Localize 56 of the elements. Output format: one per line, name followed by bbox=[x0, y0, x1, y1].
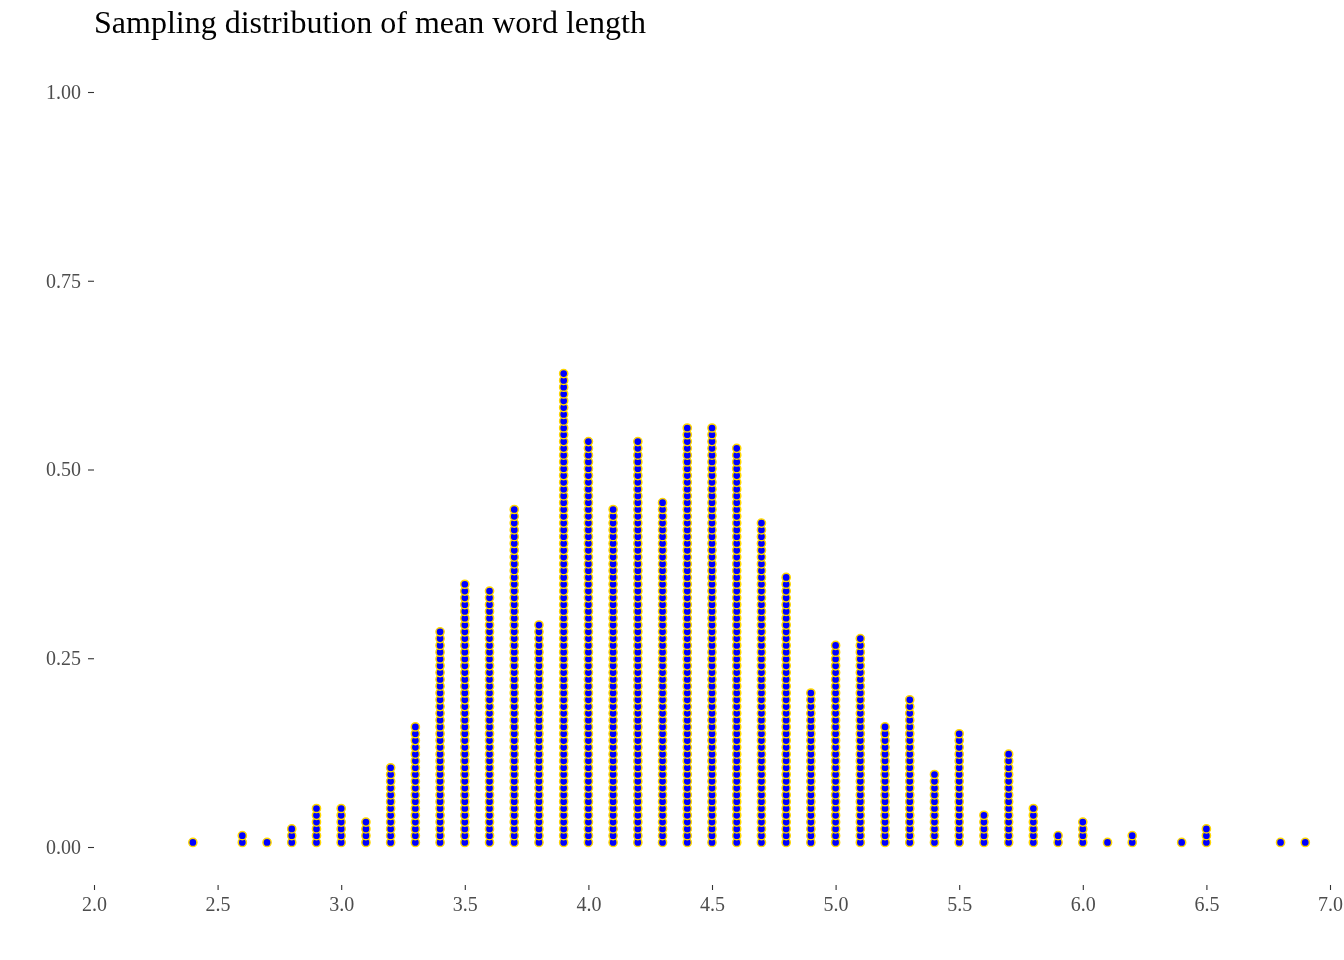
x-tick-label: 4.5 bbox=[700, 893, 725, 916]
x-tick-label: 5.0 bbox=[823, 893, 849, 916]
point bbox=[1127, 830, 1138, 841]
point bbox=[632, 436, 643, 447]
point bbox=[286, 824, 297, 834]
point bbox=[781, 572, 792, 583]
point bbox=[1176, 837, 1187, 848]
point bbox=[336, 803, 347, 814]
x-tick-label: 3.5 bbox=[452, 893, 478, 916]
point bbox=[1003, 749, 1014, 759]
point bbox=[410, 722, 421, 732]
point bbox=[929, 769, 940, 780]
point bbox=[731, 443, 742, 454]
point bbox=[188, 837, 198, 848]
point bbox=[1102, 837, 1113, 848]
point bbox=[237, 830, 248, 841]
point bbox=[904, 694, 915, 705]
point bbox=[484, 586, 495, 596]
point bbox=[855, 633, 866, 644]
point bbox=[880, 722, 890, 732]
x-tick-label: 6.5 bbox=[1194, 893, 1220, 916]
point bbox=[608, 504, 618, 515]
point bbox=[459, 579, 470, 590]
y-tick-label: 0.25 bbox=[46, 647, 81, 670]
point bbox=[385, 762, 396, 773]
point bbox=[756, 518, 767, 528]
point bbox=[657, 497, 668, 508]
x-tick-label: 2.5 bbox=[205, 893, 231, 916]
point bbox=[509, 504, 520, 515]
point bbox=[1077, 817, 1088, 827]
y-tick-label: 1.00 bbox=[46, 80, 81, 103]
chart-title: Sampling distribution of mean word length bbox=[94, 4, 646, 40]
point bbox=[361, 817, 371, 827]
x-tick-label: 3.0 bbox=[329, 893, 355, 916]
x-tick-label: 7.0 bbox=[1318, 893, 1343, 916]
point bbox=[1028, 803, 1039, 814]
y-tick-label: 0.75 bbox=[46, 269, 81, 292]
point bbox=[1300, 837, 1311, 848]
point bbox=[435, 626, 445, 637]
point bbox=[1053, 830, 1063, 841]
y-tick-label: 0.50 bbox=[46, 458, 81, 481]
point bbox=[583, 436, 594, 447]
point bbox=[954, 728, 965, 739]
point bbox=[1201, 824, 1212, 834]
x-tick-label: 5.5 bbox=[947, 893, 973, 916]
point bbox=[830, 640, 841, 651]
point bbox=[311, 803, 322, 814]
point bbox=[1275, 837, 1286, 848]
x-tick-label: 2.0 bbox=[82, 893, 107, 916]
point bbox=[806, 688, 816, 698]
y-tick-label: 0.00 bbox=[46, 835, 81, 858]
x-tick-label: 4.0 bbox=[576, 893, 602, 916]
point bbox=[534, 620, 544, 630]
point bbox=[262, 837, 272, 848]
x-tick-label: 6.0 bbox=[1070, 893, 1096, 916]
point bbox=[979, 810, 989, 821]
